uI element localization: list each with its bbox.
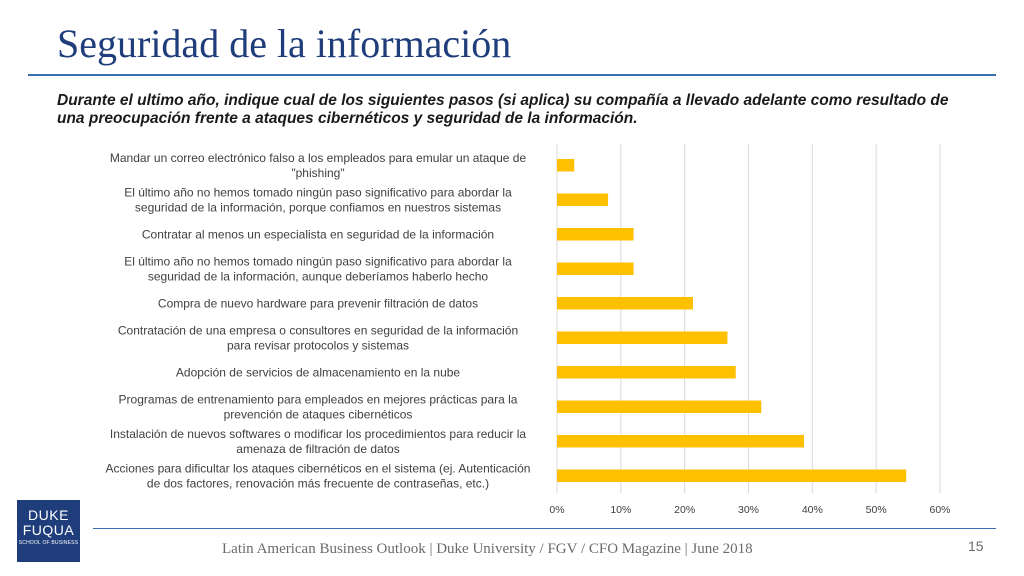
duke-fuqua-logo: DUKE FUQUA SCHOOL OF BUSINESS	[17, 500, 80, 562]
category-label: Compra de nuevo hardware para prevenir f…	[158, 296, 478, 310]
x-tick-label: 20%	[674, 504, 695, 516]
category-label: Contratación de una empresa o consultore…	[118, 323, 518, 352]
bar	[557, 331, 728, 344]
logo-line-school: SCHOOL OF BUSINESS	[18, 540, 79, 546]
bar	[557, 469, 907, 482]
bar	[557, 159, 575, 172]
category-labels: Mandar un correo electrónico falso a los…	[106, 151, 531, 491]
x-axis-tick-labels: 0% 10% 20% 30% 40% 50% 60%	[549, 504, 950, 516]
logo-line-fuqua: FUQUA	[22, 522, 75, 538]
bars	[557, 159, 907, 482]
x-tick-label: 50%	[866, 504, 887, 516]
bar	[557, 228, 634, 241]
category-label: Programas de entrenamiento para empleado…	[119, 392, 518, 421]
bar	[557, 400, 762, 413]
bar	[557, 262, 634, 275]
category-label: El último año no hemos tomado ningún pas…	[124, 254, 512, 283]
category-label: Contratar al menos un especialista en se…	[142, 227, 494, 241]
chart-question: Durante el ultimo año, indique cual de l…	[57, 92, 949, 127]
category-label: Adopción de servicios de almacenamiento …	[176, 365, 461, 379]
x-tick-label: 30%	[738, 504, 759, 516]
bar	[557, 297, 693, 310]
bar	[557, 366, 736, 379]
category-label: Acciones para dificultar los ataques cib…	[106, 461, 531, 490]
category-label: Mandar un correo electrónico falso a los…	[110, 151, 527, 180]
gridlines	[556, 144, 941, 493]
footer-text: Latin American Business Outlook | Duke U…	[222, 541, 753, 557]
x-tick-label: 0%	[549, 504, 564, 516]
x-tick-label: 40%	[802, 504, 823, 516]
x-tick-label: 60%	[929, 504, 950, 516]
slide-title: Seguridad de la información	[57, 21, 512, 66]
title-divider	[28, 74, 996, 76]
bar-chart: Mandar un correo electrónico falso a los…	[106, 144, 951, 516]
category-label: El último año no hemos tomado ningún pas…	[124, 185, 512, 214]
category-label: Instalación de nuevos softwares o modifi…	[110, 427, 527, 456]
logo-line-duke: DUKE	[28, 507, 69, 523]
bar	[557, 193, 609, 206]
x-tick-label: 10%	[610, 504, 631, 516]
footer-divider	[93, 528, 996, 529]
page-number: 15	[968, 538, 984, 554]
bar	[557, 435, 805, 448]
